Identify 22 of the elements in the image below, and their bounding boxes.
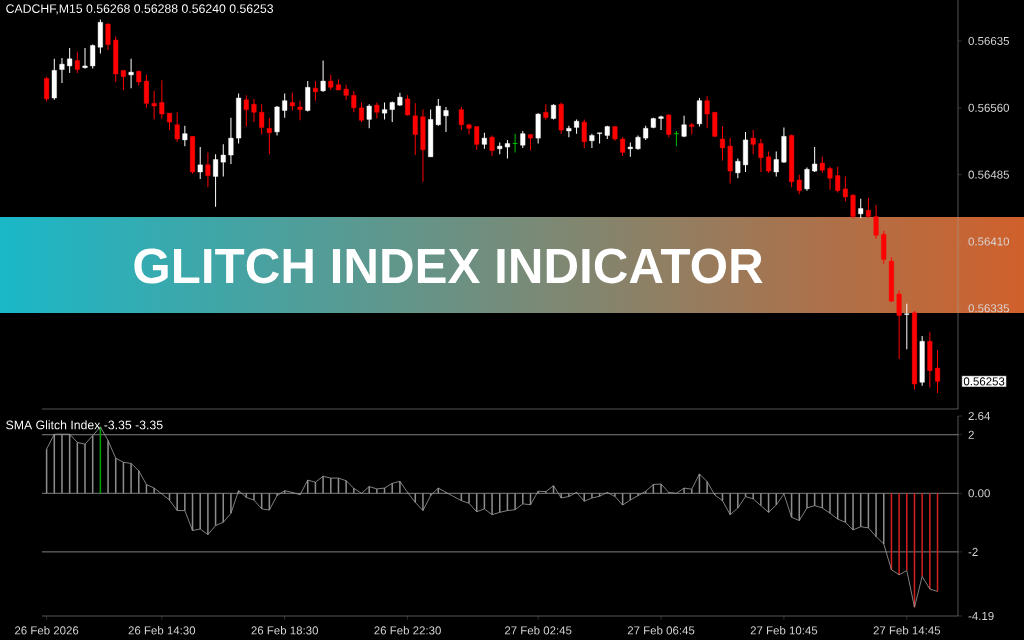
chart-title: SMA Glitch Index -3.35 -3.35 xyxy=(6,420,163,430)
annotation: GLITCH INDEX INDICATOR xyxy=(134,248,763,284)
x-tick-label: 27 Feb 02:45 xyxy=(504,626,572,635)
x-tick-label: 27 Feb 06:45 xyxy=(627,626,695,635)
y-tick-label: -2 xyxy=(968,547,978,556)
y-tick-label: 0.56335 xyxy=(968,304,1010,313)
y-tick-label: 0.00 xyxy=(968,489,990,498)
annotation: 0.56253 xyxy=(963,377,1005,386)
y-tick-label: 2 xyxy=(968,430,974,439)
chart-title: CADCHF,M15 0.56268 0.56288 0.56240 0.56253 xyxy=(6,4,274,15)
y-tick-label: 0.56635 xyxy=(968,36,1010,46)
x-tick-label: 26 Feb 2026 xyxy=(15,626,79,635)
y-tick-label: 0.56410 xyxy=(968,237,1010,246)
x-tick-label: 26 Feb 14:30 xyxy=(128,626,196,635)
y-tick-label: 0.56485 xyxy=(968,170,1010,179)
y-tick-label: -4.19 xyxy=(968,611,994,621)
x-tick-label: 26 Feb 18:30 xyxy=(251,626,319,635)
y-tick-label: 2.64 xyxy=(968,411,991,421)
y-tick-label: 0.56560 xyxy=(968,103,1010,112)
x-tick-label: 27 Feb 10:45 xyxy=(750,626,818,635)
x-tick-label: 26 Feb 22:30 xyxy=(374,626,441,635)
x-tick-label: 27 Feb 14:45 xyxy=(873,626,941,635)
